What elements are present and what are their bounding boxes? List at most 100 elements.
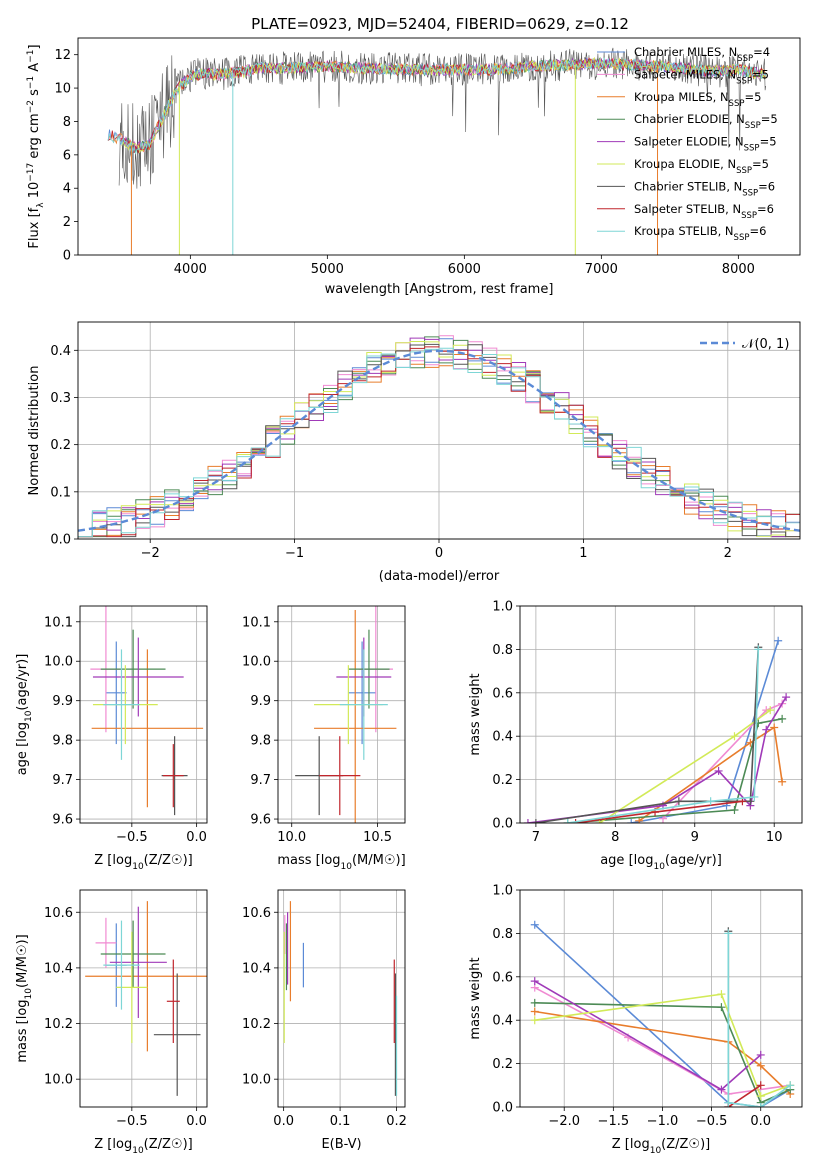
x-tick-label: −0.5 [116, 1114, 148, 1129]
marker-kroupa_elodie [730, 732, 739, 741]
series-line-kroupa_elodie [534, 993, 791, 1098]
y-axis-label: Flux [fλ 10−17 erg cm−2 s−1 A−1] [26, 44, 46, 248]
marker-salpeter_elodie [756, 1050, 765, 1059]
x-tick-label: 7000 [585, 262, 618, 277]
series-line-salpeter_miles [534, 986, 791, 1095]
legend: 𝒩(0, 1) [700, 337, 789, 352]
marker-kroupa_miles [770, 723, 779, 732]
x-axis-label: Z [log10(Z/Z☉)] [94, 853, 192, 872]
axes-frame [277, 605, 406, 824]
marker-kroupa_stelib [724, 1098, 733, 1107]
marker-salpeter_elodie [530, 977, 539, 986]
axes-frame [519, 889, 803, 1108]
y-tick-label: 6 [63, 148, 71, 163]
marker-chabrier_miles [774, 636, 783, 645]
histogram-kroupa_stelib [78, 347, 800, 538]
x-axis-label: Z [log10(Z/Z☉)] [612, 1137, 710, 1156]
marker-kroupa_stelib [786, 1081, 795, 1090]
x-tick-label: −2 [141, 546, 160, 561]
mass_vs_Z-panel: −0.5 0.0 10.0 10.2 10.4 10.6 Z [log10(Z/Z☉)] ma… [15, 889, 208, 1156]
y-tick-label: 9.6 [52, 813, 73, 828]
marker-chabrier_stelib [531, 819, 540, 823]
y-tick-label: 0.2 [50, 438, 71, 453]
mass_vs_ebv-plot-area [283, 901, 398, 1096]
age_vs_mass-plot-area [295, 606, 397, 823]
y-axis-label: Normed distribution [27, 366, 42, 496]
marker-kroupa_stelib [724, 929, 733, 938]
y-tick-label: 10.1 [242, 615, 271, 630]
legend-label: Kroupa STELIB, NSSP=6 [634, 224, 766, 243]
x-tick-label: 5000 [311, 262, 344, 277]
age_vs_Z-plot-area [90, 606, 204, 816]
marker-kroupa_stelib [754, 645, 763, 654]
histogram-chabrier_elodie [78, 336, 800, 538]
y-tick-label: 0.4 [492, 730, 513, 745]
y-tick-label: 0.4 [492, 1014, 513, 1029]
legend-label: Kroupa MILES, NSSP=5 [634, 90, 761, 109]
series-line-kroupa_miles [638, 726, 783, 822]
x-tick-label: −1 [285, 546, 304, 561]
mass_vs_Z-plot-area [85, 901, 207, 1096]
x-tick-label: −0.5 [116, 830, 148, 845]
legend-label: Chabrier STELIB, NSSP=6 [634, 179, 775, 198]
marker-salpeter_stelib [571, 819, 580, 823]
axes-frame [277, 889, 406, 1108]
x-tick-label: 10.5 [363, 830, 392, 845]
marker-chabrier_stelib [674, 797, 683, 806]
x-tick-label: 0.0 [186, 1114, 207, 1129]
mass_vs_ebv-panel: 0.0 0.1 0.2 10.0 10.2 10.4 10.6 E(B-V) [242, 889, 407, 1152]
y-tick-label: 0.6 [492, 970, 513, 985]
residuals-plot-area [78, 335, 800, 538]
y-tick-label: 0.4 [50, 344, 71, 359]
marker-chabrier_stelib [746, 797, 755, 806]
y-tick-label: 0.6 [492, 686, 513, 701]
spectrum-line-salpeter_miles [107, 57, 767, 153]
x-tick-label: 4000 [174, 262, 207, 277]
marker-chabrier_elodie [530, 998, 539, 1007]
weight_vs_age-panel: 7 8 9 10 0.0 0.2 0.4 0.6 0.8 1.0 age [log10(age/yr… [468, 600, 803, 872]
x-tick-label: 10 [766, 830, 783, 845]
x-axis-label: wavelength [Angstrom, rest frame] [325, 282, 554, 297]
y-tick-label: 10 [54, 82, 71, 97]
y-tick-label: 9.9 [52, 694, 73, 709]
marker-kroupa_stelib [756, 1103, 765, 1107]
age_vs_mass-panel: 10.0 10.5 9.6 9.7 9.8 9.9 10.0 10.1 mass [log10(… [242, 605, 406, 872]
series-line-salpeter_elodie [527, 696, 787, 823]
axes-frame [519, 605, 803, 824]
y-tick-label: 10.0 [242, 1073, 271, 1088]
x-tick-label: 8000 [722, 262, 755, 277]
y-tick-label: 0 [63, 249, 71, 264]
marker-kroupa_stelib [750, 792, 759, 801]
legend-label: Salpeter MILES, NSSP=5 [634, 67, 769, 86]
y-tick-label: 0.2 [492, 1057, 513, 1072]
y-tick-label: 0.1 [50, 485, 71, 500]
x-tick-label: 2 [724, 546, 732, 561]
x-tick-label: 7 [532, 830, 540, 845]
y-tick-label: 9.9 [250, 694, 271, 709]
y-tick-label: 10.4 [242, 961, 271, 976]
x-tick-label: 0.0 [273, 1114, 294, 1129]
x-axis-label: (data-model)/error [379, 569, 500, 584]
marker-kroupa_stelib [706, 797, 715, 806]
y-tick-label: 10.0 [44, 655, 73, 670]
y-axis-label: mass weight [468, 957, 483, 1039]
y-tick-label: 12 [54, 48, 71, 63]
series-line-kroupa_stelib [727, 933, 791, 1107]
spectrum-line-kroupa_stelib [107, 57, 766, 154]
y-tick-label: 8 [63, 115, 71, 130]
legend-label: Salpeter STELIB, NSSP=6 [634, 202, 774, 221]
spectrum-plot-area [107, 47, 767, 255]
marker-salpeter_elodie [523, 819, 532, 823]
legend-label: Salpeter ELODIE, NSSP=5 [634, 135, 777, 154]
x-tick-label: 0.0 [750, 1114, 771, 1129]
x-tick-label: −1.5 [598, 1114, 630, 1129]
marker-kroupa_elodie [756, 1092, 765, 1101]
y-tick-label: 1.0 [492, 884, 513, 899]
y-tick-label: 0.8 [492, 927, 513, 942]
weight_vs_age-plot-area [523, 636, 791, 823]
legend-label: Chabrier ELODIE, NSSP=5 [634, 112, 778, 131]
y-axis-label: age [log10(age/yr)] [15, 654, 34, 776]
y-tick-label: 9.8 [52, 734, 73, 749]
y-axis-label: mass weight [468, 673, 483, 755]
